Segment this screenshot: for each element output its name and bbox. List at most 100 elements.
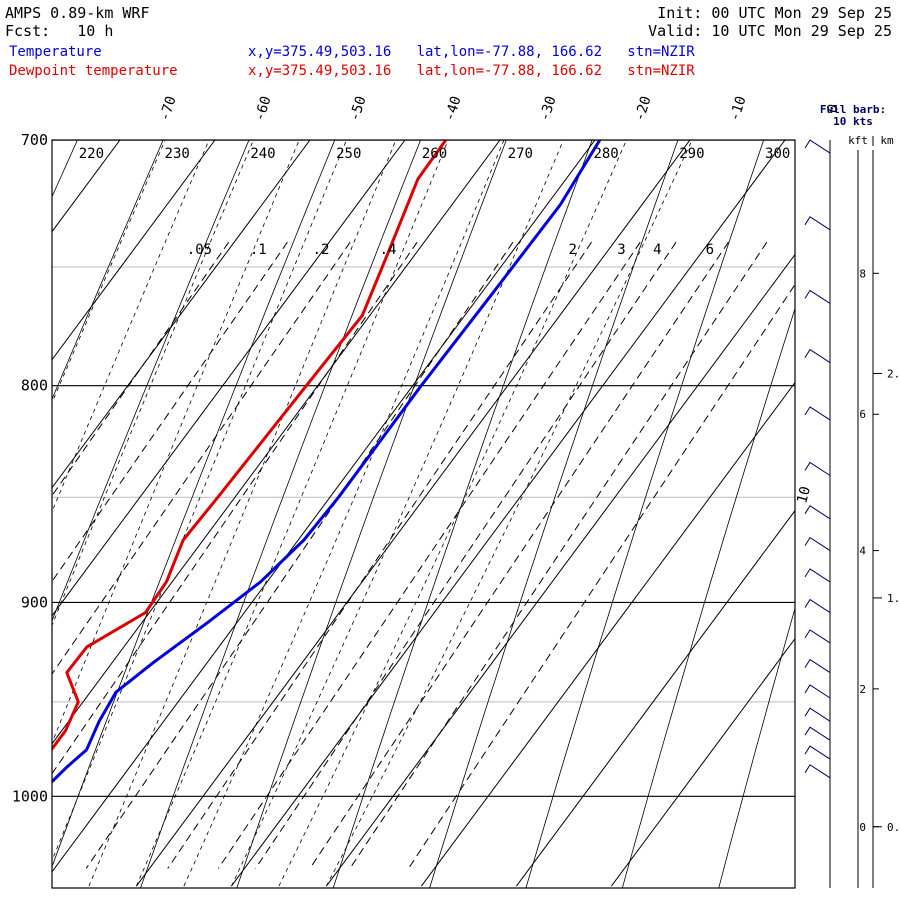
wind-barb [804, 139, 831, 154]
forecast-hour: Fcst: 10 h [5, 22, 114, 40]
kft-label: 2 [859, 683, 866, 696]
dry-adiabat [332, 140, 593, 888]
isotherm-line [52, 140, 501, 745]
theta-label: 300 [765, 146, 790, 162]
temperature-trace [52, 140, 602, 784]
mixing-ratio-label: 6 [706, 242, 714, 258]
kft-label: 0 [859, 821, 866, 834]
isotherm-label: -30 [537, 94, 560, 123]
barb-note-2: 10 kts [833, 115, 873, 128]
isotherm-line [326, 253, 795, 887]
plot-frame [51, 139, 796, 889]
mixing-ratio-label: .1 [250, 242, 267, 258]
dry-adiabat [621, 307, 795, 888]
legend-temperature: Temperature [9, 44, 102, 60]
isotherm-line [136, 140, 691, 887]
moist-adiabat [52, 140, 254, 627]
isotherm-line [52, 140, 311, 489]
mixing-ratio-line [309, 241, 729, 869]
isotherm-label: -20 [632, 94, 655, 123]
isotherm-label: -40 [442, 94, 465, 123]
mixing-ratio-line [52, 241, 351, 675]
model-title: AMPS 0.89-km WRF [5, 4, 150, 22]
mixing-ratio-label: .4 [380, 242, 397, 258]
legend-temperature-info: x,y=375.49,503.16 lat,lon=-77.88, 166.62… [248, 44, 695, 60]
mixing-ratio-label: 2 [569, 242, 577, 258]
dry-adiabat [140, 140, 422, 888]
wind-barb [804, 629, 831, 644]
kft-label: 4 [859, 545, 866, 558]
dry-adiabat [236, 140, 507, 888]
isotherm-line [516, 509, 795, 887]
wind-barb [804, 745, 831, 760]
wind-barb [804, 289, 831, 304]
isotherm-line [611, 637, 795, 887]
mixing-ratio-line [52, 241, 230, 497]
mixing-ratio-label: .05 [187, 242, 212, 258]
moist-adiabat [183, 140, 505, 887]
isotherm-label: -60 [252, 94, 275, 123]
mixing-ratio-line [255, 241, 677, 869]
init-time: Init: 00 UTC Mon 29 Sep 25 [657, 4, 892, 22]
kft-unit: kft [848, 134, 868, 147]
pressure-label: 900 [21, 593, 48, 611]
wind-barb [804, 684, 831, 699]
km-label: 0. [887, 821, 900, 834]
plot-area [0, 114, 900, 900]
theta-label: 280 [593, 146, 618, 162]
moist-adiabat [88, 140, 397, 887]
km-label: 1. [887, 592, 900, 605]
wind-barb [804, 658, 831, 674]
moist-adiabat [136, 140, 449, 887]
mixing-ratio-label: 4 [653, 242, 661, 258]
theta-label: 250 [336, 146, 361, 162]
isotherm-line [231, 140, 786, 887]
isotherm-line [52, 140, 596, 873]
wind-barb [804, 568, 831, 583]
moist-adiabat [326, 140, 693, 887]
dry-adiabat [52, 140, 78, 198]
dewpoint-trace [52, 140, 448, 752]
mixing-ratio-label: 3 [617, 242, 625, 258]
dry-adiabat [0, 114, 4, 900]
wind-barb [804, 598, 831, 614]
isotherm-label: -50 [347, 94, 370, 123]
theta-label: 290 [679, 146, 704, 162]
mixing-ratio-line [408, 283, 795, 869]
wind-barb [804, 707, 831, 722]
mixing-ratio-line [52, 241, 418, 775]
wind-barb [804, 348, 831, 364]
dry-adiabat [52, 140, 250, 622]
wind-barb [804, 536, 831, 552]
moist-adiabat [52, 140, 300, 744]
isotherm-label: -70 [157, 94, 180, 123]
wind-barb [804, 505, 831, 520]
theta-label: 230 [165, 146, 190, 162]
kft-label: 6 [859, 408, 866, 421]
dry-adiabat [718, 607, 795, 888]
valid-time: Valid: 10 UTC Mon 29 Sep 25 [648, 22, 892, 40]
mixing-ratio-line [52, 241, 288, 583]
dry-adiabat [52, 140, 164, 401]
theta-label: 240 [250, 146, 275, 162]
isotherm-line [421, 381, 795, 887]
moist-adiabat [231, 140, 564, 887]
isotherm-line [52, 140, 216, 361]
legend-dewpoint: Dewpoint temperature [9, 63, 178, 79]
km-unit: km [880, 134, 894, 147]
wind-barb [804, 216, 831, 231]
wind-barb [804, 764, 831, 779]
dry-adiabat [52, 140, 336, 868]
km-label: 2. [887, 367, 900, 380]
wind-barb [804, 726, 831, 741]
mixing-ratio-line [85, 241, 514, 869]
kft-label: 8 [859, 267, 866, 280]
moist-adiabat [52, 140, 347, 862]
theta-label: 260 [422, 146, 447, 162]
dry-adiabat [807, 114, 900, 900]
theta-label: 220 [79, 146, 104, 162]
theta-label: 270 [508, 146, 533, 162]
isotherm-label: -10 [727, 94, 750, 123]
legend-dewpoint-info: x,y=375.49,503.16 lat,lon=-77.88, 166.62… [248, 63, 695, 79]
